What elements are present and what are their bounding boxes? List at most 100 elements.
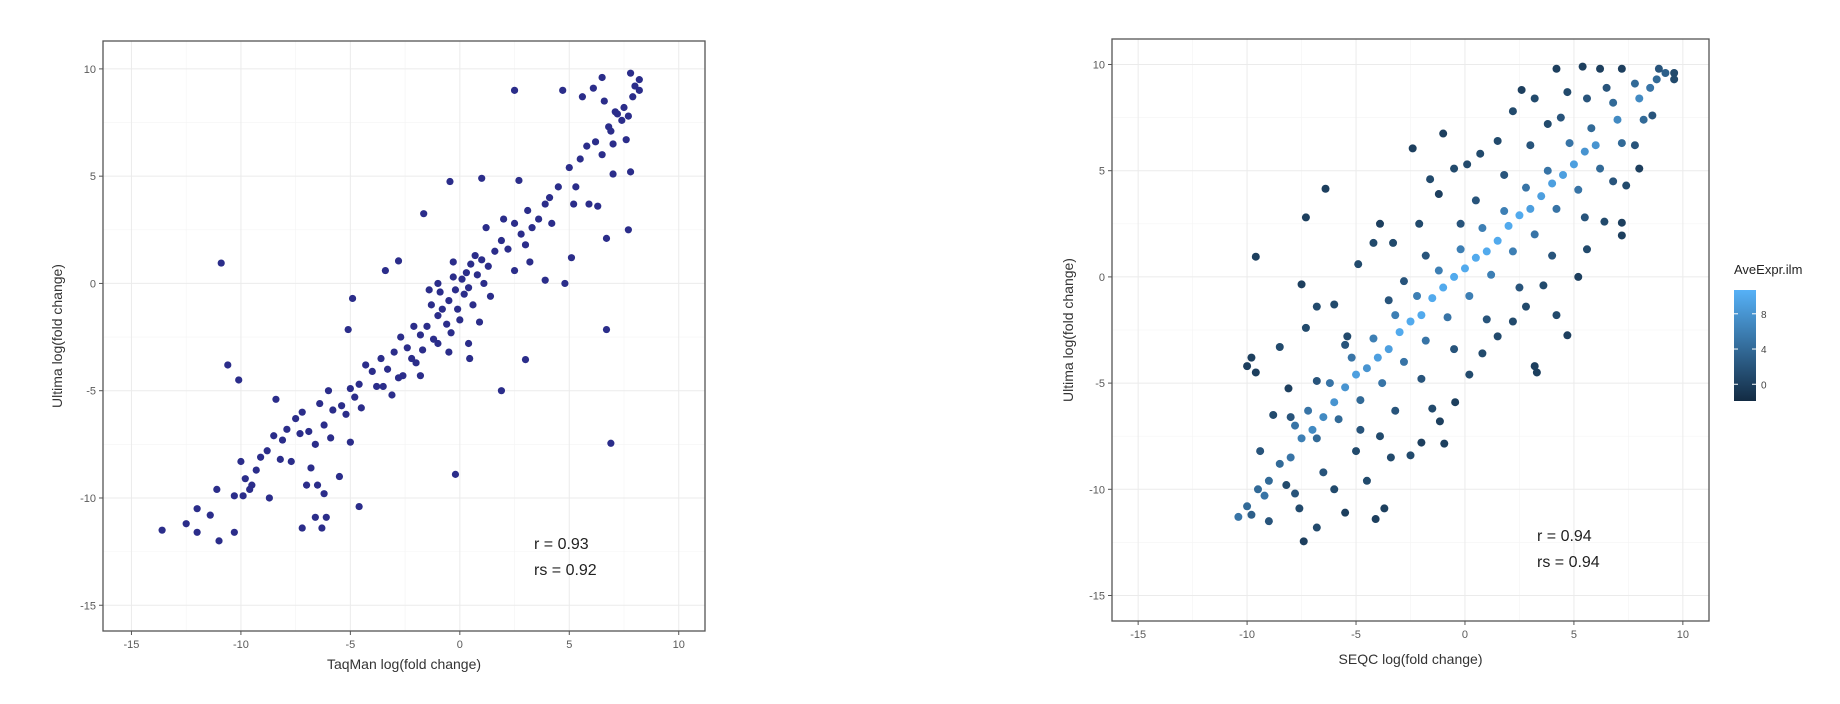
data-point: [443, 320, 451, 328]
data-point: [1552, 311, 1561, 320]
data-point: [1251, 252, 1260, 261]
data-point: [272, 395, 280, 403]
data-point: [1247, 353, 1256, 362]
data-point: [447, 329, 455, 337]
data-point: [390, 348, 398, 356]
data-point: [567, 254, 576, 262]
data-point: [1426, 175, 1435, 184]
data-point: [545, 194, 554, 202]
data-point: [456, 316, 464, 324]
data-point: [298, 524, 306, 532]
data-point: [591, 138, 600, 146]
data-point: [1352, 370, 1361, 379]
data-point: [565, 163, 573, 172]
data-point: [351, 393, 359, 401]
data-point: [362, 361, 370, 369]
data-point: [394, 374, 403, 382]
data-point: [1275, 342, 1284, 351]
data-point: [1639, 115, 1648, 124]
data-point: [420, 210, 428, 218]
data-point: [1341, 383, 1350, 392]
data-point: [423, 322, 431, 330]
data-point: [436, 288, 444, 296]
data-point: [1556, 113, 1565, 122]
data-point: [1530, 362, 1539, 371]
data-point: [302, 481, 311, 489]
data-point: [1260, 491, 1269, 500]
y-tick-label: -10: [80, 493, 96, 505]
data-point: [445, 348, 453, 356]
data-point: [1563, 331, 1572, 340]
data-point: [609, 170, 617, 178]
data-point: [620, 103, 628, 112]
data-point: [1670, 68, 1679, 77]
data-point: [410, 322, 418, 330]
data-point: [1408, 144, 1417, 153]
data-point: [1552, 64, 1561, 73]
data-point: [500, 215, 508, 223]
data-point: [466, 354, 474, 363]
data-point: [1321, 184, 1330, 193]
data-point: [449, 273, 457, 281]
y-tick-label: 5: [1099, 166, 1105, 178]
data-point: [1487, 270, 1496, 279]
data-point: [1478, 349, 1487, 358]
data-point: [305, 427, 313, 436]
data-point: [1330, 300, 1339, 309]
data-point: [576, 155, 584, 163]
data-point: [1434, 266, 1443, 275]
data-point: [1319, 413, 1328, 422]
data-point: [416, 331, 425, 339]
data-point: [1630, 79, 1639, 88]
y-tick-label: -5: [86, 386, 96, 398]
data-point: [307, 464, 315, 472]
data-point: [622, 136, 630, 144]
data-point: [1617, 139, 1626, 148]
data-point: [1478, 224, 1487, 233]
data-point: [320, 490, 328, 498]
data-point: [1417, 311, 1426, 320]
data-point: [1439, 283, 1448, 292]
data-point: [585, 200, 593, 208]
data-point: [1521, 183, 1530, 192]
x-tick-label: -15: [1130, 629, 1146, 641]
data-point: [298, 408, 306, 416]
data-point: [1465, 292, 1474, 301]
data-point: [1312, 376, 1321, 385]
data-point: [541, 276, 549, 284]
data-point: [1234, 512, 1243, 521]
data-point: [484, 262, 492, 270]
data-point: [377, 354, 385, 363]
data-point: [1574, 272, 1583, 281]
data-point: [1596, 164, 1605, 173]
data-point: [1526, 204, 1535, 213]
x-tick-label: 0: [457, 639, 463, 651]
data-point: [1389, 238, 1398, 247]
data-point: [554, 183, 562, 191]
data-point: [1500, 207, 1509, 216]
data-point: [1428, 404, 1437, 413]
data-point: [1548, 251, 1557, 260]
data-point: [1515, 211, 1524, 220]
data-point: [561, 279, 569, 288]
data-point: [1439, 129, 1448, 138]
data-point: [1282, 481, 1291, 490]
data-point: [1286, 453, 1295, 462]
data-point: [1341, 508, 1350, 517]
data-point: [1384, 345, 1393, 354]
spearman-annotation: rs = 0.94: [1537, 554, 1600, 571]
data-point: [322, 513, 330, 521]
data-point: [357, 404, 365, 412]
data-point: [1406, 317, 1415, 326]
data-point: [235, 376, 243, 384]
data-point: [469, 301, 477, 309]
data-point: [241, 475, 249, 483]
data-point: [1635, 94, 1644, 103]
data-point: [594, 202, 602, 210]
y-tick-label: -5: [1095, 378, 1105, 390]
data-point: [445, 297, 453, 305]
data-point: [609, 140, 617, 148]
data-point: [515, 176, 523, 185]
data-point: [451, 470, 460, 478]
data-point: [491, 247, 499, 255]
